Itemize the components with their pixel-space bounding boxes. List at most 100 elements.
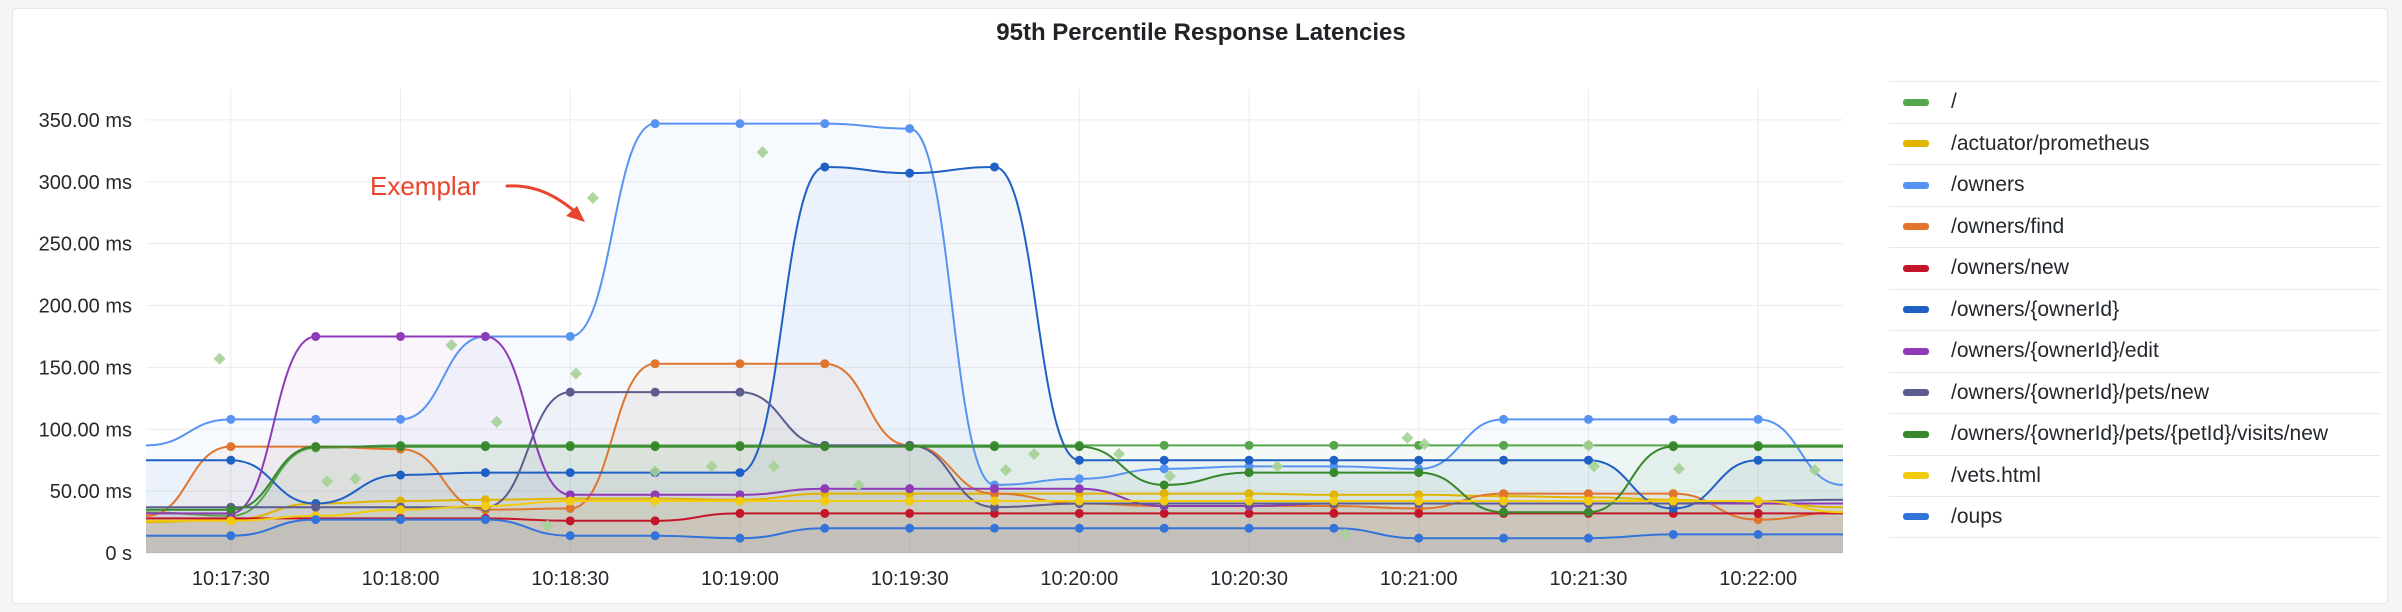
series-point (565, 490, 575, 500)
series-point (1753, 455, 1763, 465)
legend-item[interactable]: /owners/{ownerId}/edit (1889, 330, 2381, 372)
series-point (1499, 455, 1509, 465)
legend-color-swatch (1903, 264, 1929, 272)
series-point (311, 414, 321, 424)
y-tick-label: 100.00 ms (39, 419, 132, 441)
x-tick-label: 10:18:00 (362, 568, 440, 590)
series-point (1583, 507, 1593, 517)
y-tick-label: 300.00 ms (39, 172, 132, 194)
series-point (1414, 508, 1424, 518)
series-point (311, 502, 321, 512)
y-tick-label: 0 s (105, 543, 132, 565)
legend-item[interactable]: /owners/new (1889, 247, 2381, 289)
exemplar-marker (649, 465, 662, 478)
exemplar-marker (569, 367, 582, 380)
series-point (1329, 490, 1339, 500)
series-point (1074, 455, 1084, 465)
series-line (145, 122, 1844, 486)
series-point (1074, 442, 1084, 452)
series-point (565, 516, 575, 526)
legend-item[interactable]: /actuator/prometheus (1889, 122, 2381, 165)
series-point (1244, 440, 1254, 450)
annotation-arrow-shaft (505, 184, 581, 217)
legend-color-swatch (1903, 430, 1929, 438)
x-tick-label: 10:21:30 (1550, 568, 1628, 590)
x-tick-label: 10:19:00 (701, 568, 779, 590)
series-point (565, 331, 575, 341)
legend-label: /owners/{ownerId}/edit (1951, 339, 2159, 363)
legend-color-swatch (1903, 181, 1929, 189)
y-tick-label: 350.00 ms (39, 110, 132, 132)
series-line (145, 362, 1844, 521)
series-point (1668, 529, 1678, 539)
series-point (735, 490, 745, 500)
exemplar-marker (586, 191, 599, 204)
series-point (396, 331, 406, 341)
series-point (990, 502, 999, 512)
series-point (565, 531, 575, 541)
series-point (1753, 515, 1763, 525)
series-point (396, 470, 406, 480)
series-point (735, 387, 745, 397)
series-point (480, 501, 490, 511)
series-point (735, 533, 745, 543)
series-point (565, 503, 575, 513)
series-point (1329, 440, 1339, 450)
series-point (735, 508, 745, 518)
y-tick-label: 200.00 ms (39, 296, 132, 318)
legend-item[interactable]: /oups (1889, 496, 2381, 538)
legend-label: /owners/find (1951, 214, 2065, 238)
exemplar-marker (767, 460, 780, 473)
legend-item[interactable]: /owners/{ownerId}/pets/new (1889, 371, 2381, 414)
series-point (565, 496, 575, 506)
series-point (650, 516, 660, 526)
series-point (905, 523, 915, 533)
exemplar-marker (1672, 462, 1685, 475)
series-point (311, 515, 321, 525)
series-point (1668, 414, 1678, 424)
series-point (650, 490, 660, 500)
series-point (820, 508, 830, 518)
exemplar-marker (852, 478, 865, 491)
series-point (1583, 496, 1593, 506)
exemplar-marker (999, 464, 1012, 477)
legend-item[interactable]: /owners/{ownerId}/pets/{petId}/visits/ne… (1889, 413, 2381, 455)
legend-color-swatch (1903, 513, 1929, 521)
series-point (226, 455, 236, 465)
legend-item[interactable]: /owners/{ownerId} (1889, 288, 2381, 331)
exemplar-annotation: Exemplar (370, 171, 480, 201)
series-point (226, 442, 236, 452)
legend-item[interactable]: /vets.html (1889, 454, 2381, 497)
exemplar-marker (1401, 431, 1414, 444)
series-area (146, 167, 1843, 553)
series-point (905, 442, 915, 452)
series-point (1583, 414, 1593, 424)
series-point (396, 515, 406, 525)
series-point (1583, 489, 1593, 499)
x-tick-label: 10:20:30 (1210, 568, 1288, 590)
legend-item[interactable]: / (1889, 81, 2381, 123)
x-tick-label: 10:21:00 (1380, 568, 1458, 590)
series-point (1753, 442, 1763, 452)
series-point (990, 496, 999, 506)
series-point (1074, 496, 1084, 506)
series-point (1159, 508, 1169, 518)
series-point (1753, 529, 1763, 539)
exemplar-marker (1582, 439, 1595, 452)
series-point (735, 119, 745, 129)
series-point (1159, 455, 1169, 465)
legend-color-swatch (1903, 347, 1929, 355)
series-point (650, 387, 660, 397)
series-point (820, 484, 830, 494)
legend-label: /vets.html (1951, 463, 2041, 487)
legend-item[interactable]: /owners (1889, 164, 2381, 206)
legend-color-swatch (1903, 472, 1929, 480)
series-point (990, 162, 999, 172)
x-tick-label: 10:19:30 (871, 568, 949, 590)
series-point (1329, 508, 1339, 518)
legend-item[interactable]: /owners/find (1889, 205, 2381, 248)
series-point (1159, 523, 1169, 533)
series-point (311, 442, 321, 452)
panel-title: 95th Percentile Response Latencies (996, 19, 1406, 46)
series-point (1244, 455, 1254, 465)
